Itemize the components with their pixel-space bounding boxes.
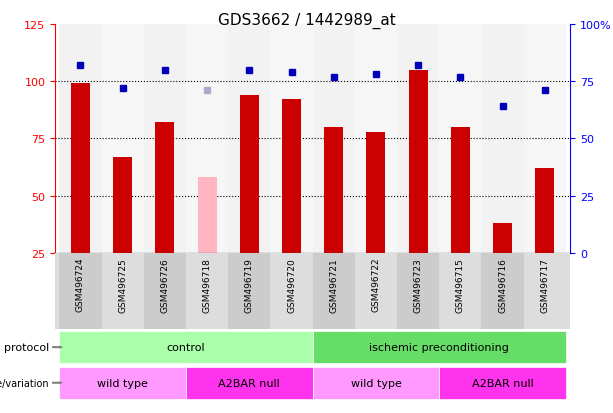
Bar <box>524 25 566 253</box>
Text: GSM496718: GSM496718 <box>203 257 211 312</box>
Text: control: control <box>167 342 205 352</box>
Bar <box>313 25 355 253</box>
Bar <box>451 128 470 253</box>
Bar <box>186 253 228 330</box>
Bar <box>186 25 228 253</box>
Bar <box>71 84 90 253</box>
Bar <box>324 128 343 253</box>
Bar <box>481 253 524 330</box>
Text: genotype/variation: genotype/variation <box>0 378 49 388</box>
Bar <box>228 25 270 253</box>
Bar <box>282 100 301 253</box>
Bar <box>144 253 186 330</box>
Text: GSM496726: GSM496726 <box>161 257 169 312</box>
Text: GDS3662 / 1442989_at: GDS3662 / 1442989_at <box>218 12 395 28</box>
Bar <box>270 25 313 253</box>
Text: GSM496720: GSM496720 <box>287 257 296 312</box>
Text: GSM496721: GSM496721 <box>329 257 338 312</box>
Bar <box>197 178 216 253</box>
Bar <box>113 157 132 253</box>
Text: GSM496719: GSM496719 <box>245 257 254 312</box>
Bar <box>409 71 428 253</box>
Text: wild type: wild type <box>351 378 402 388</box>
Text: protocol: protocol <box>4 342 49 352</box>
Bar <box>397 25 440 253</box>
Text: GSM496715: GSM496715 <box>456 257 465 312</box>
Bar <box>228 253 270 330</box>
Text: GSM496724: GSM496724 <box>76 257 85 312</box>
Bar <box>102 25 144 253</box>
Bar <box>59 25 102 253</box>
Bar <box>270 253 313 330</box>
Text: GSM496716: GSM496716 <box>498 257 507 312</box>
Text: A2BAR null: A2BAR null <box>218 378 280 388</box>
Bar <box>440 25 481 253</box>
Text: GSM496725: GSM496725 <box>118 257 128 312</box>
Bar <box>535 169 554 253</box>
Bar <box>59 253 102 330</box>
Bar <box>524 253 566 330</box>
Bar <box>355 25 397 253</box>
Bar <box>102 253 144 330</box>
Bar <box>59 367 186 399</box>
Bar <box>313 367 440 399</box>
Text: GSM496723: GSM496723 <box>414 257 422 312</box>
Bar <box>481 25 524 253</box>
Bar <box>440 367 566 399</box>
Bar <box>144 25 186 253</box>
Bar <box>313 331 566 363</box>
Bar <box>186 367 313 399</box>
Text: GSM496722: GSM496722 <box>371 257 381 312</box>
Bar <box>59 331 313 363</box>
Bar <box>493 223 512 253</box>
Bar <box>355 253 397 330</box>
Text: ischemic preconditioning: ischemic preconditioning <box>369 342 509 352</box>
Bar <box>367 132 386 253</box>
Text: wild type: wild type <box>97 378 148 388</box>
Bar <box>156 123 175 253</box>
Text: GSM496717: GSM496717 <box>540 257 549 312</box>
Bar <box>397 253 440 330</box>
Bar <box>240 96 259 253</box>
Bar <box>313 253 355 330</box>
Bar <box>440 253 481 330</box>
Text: A2BAR null: A2BAR null <box>471 378 533 388</box>
